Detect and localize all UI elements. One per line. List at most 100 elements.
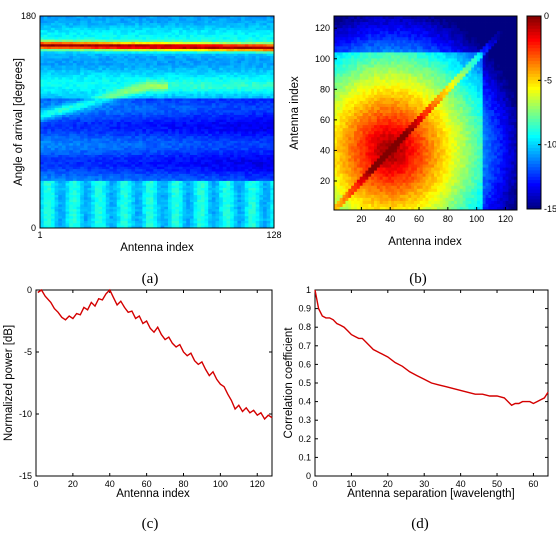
panel-a-heatmap-cell <box>186 112 191 116</box>
panel-a-heatmap-cell <box>153 119 158 123</box>
panel-a-heatmap-cell <box>58 107 63 111</box>
panel-a-heatmap-cell <box>222 164 227 168</box>
panel-a-heatmap-cell <box>40 178 45 182</box>
panel-a-heatmap-cell <box>164 98 169 102</box>
panel-a-heatmap-cell <box>43 180 48 184</box>
panel-a-heatmap-cell <box>149 63 154 66</box>
panel-a-heatmap-cell <box>204 169 209 172</box>
panel-a-heatmap-cell <box>76 126 81 130</box>
panel-a-heatmap-cell <box>76 173 81 177</box>
panel-a-heatmap-cell <box>193 96 198 99</box>
panel-a-heatmap-cell <box>167 86 173 90</box>
panel-a-heatmap-cell <box>61 206 66 210</box>
panel-a-heatmap-cell <box>69 41 74 45</box>
panel-a-heatmap-cell <box>113 89 118 92</box>
panel-a-heatmap-cell <box>138 176 143 179</box>
panel-a-heatmap-cell <box>124 197 129 201</box>
panel-a-heatmap-cell <box>149 216 154 219</box>
panel-a-heatmap-cell <box>160 112 165 116</box>
panel-a-heatmap-cell <box>142 164 147 168</box>
panel-a-heatmap-cell <box>135 197 140 201</box>
panel-a-heatmap-cell <box>61 81 66 85</box>
panel-a-heatmap-cell <box>219 199 224 203</box>
panel-a-heatmap-cell <box>233 187 238 191</box>
panel-a-heatmap-cell <box>138 72 143 76</box>
panel-a-heatmap-cell <box>186 145 191 149</box>
panel-a-heatmap-cell <box>219 119 224 123</box>
panel-a-heatmap-cell <box>76 20 81 24</box>
panel-a-heatmap-cell <box>113 211 118 215</box>
panel-a-heatmap-cell <box>120 84 125 88</box>
panel-a-heatmap-cell <box>204 171 209 175</box>
panel-a-heatmap-cell <box>222 202 227 205</box>
panel-a-heatmap-cell <box>91 126 96 130</box>
panel-a-heatmap-cell <box>230 58 235 62</box>
panel-a-heatmap-cell <box>208 74 213 78</box>
panel-a-heatmap-cell <box>80 96 85 99</box>
panel-a-heatmap-cell <box>189 133 194 137</box>
panel-a-heatmap-cell <box>193 20 198 24</box>
panel-a-heatmap-cell <box>157 112 162 116</box>
panel-a-heatmap-cell <box>105 110 110 113</box>
panel-a-heatmap-cell <box>178 176 183 179</box>
panel-a-heatmap-cell <box>142 91 147 95</box>
panel-a-heatmap-cell <box>164 46 169 50</box>
panel-a-heatmap-cell <box>226 74 231 78</box>
panel-a-heatmap-cell <box>186 152 191 156</box>
panel-a-heatmap-cell <box>54 100 59 104</box>
panel-a-heatmap-cell <box>127 218 132 222</box>
panel-a-heatmap-cell <box>175 152 180 156</box>
panel-a-heatmap-cell <box>76 91 81 95</box>
panel-a-heatmap-cell <box>80 41 85 45</box>
panel-a-heatmap-cell <box>208 131 213 135</box>
panel-a-heatmap-cell <box>204 197 209 201</box>
panel-a-heatmap-cell <box>171 89 176 92</box>
panel-a-heatmap-cell <box>131 74 136 78</box>
panel-a-heatmap-cell <box>43 162 48 165</box>
panel-a-heatmap-cell <box>193 164 198 168</box>
panel-a-heatmap-cell <box>58 72 63 76</box>
panel-a-heatmap-cell <box>47 79 52 83</box>
panel-a-heatmap-cell <box>237 183 242 186</box>
panel-a-heatmap-cell <box>233 140 238 144</box>
panel-a-heatmap-cell <box>127 213 132 217</box>
panel-a-heatmap-cell <box>153 72 158 76</box>
panel-a-heatmap-cell <box>167 180 173 184</box>
panel-a-heatmap-cell <box>135 176 140 179</box>
panel-a-heatmap-cell <box>94 30 99 33</box>
panel-a-heatmap-cell <box>178 107 183 111</box>
panel-a-heatmap-cell <box>237 44 242 48</box>
panel-a-heatmap-cell <box>175 39 180 43</box>
panel-a-heatmap-cell <box>113 140 118 144</box>
panel-a-heatmap-cell <box>167 187 173 191</box>
panel-a-heatmap-cell <box>98 169 103 172</box>
panel-a-heatmap-cell <box>189 114 194 118</box>
panel-a-heatmap-cell <box>47 211 52 215</box>
panel-a-heatmap-cell <box>43 206 48 210</box>
panel-a-heatmap-cell <box>102 152 107 156</box>
panel-a-heatmap-cell <box>102 84 107 88</box>
panel-a-heatmap-cell <box>186 56 191 59</box>
panel-a-heatmap-cell <box>65 89 70 92</box>
panel-a-heatmap-cell <box>94 209 99 212</box>
panel-a-heatmap-cell <box>76 225 81 229</box>
panel-a-heatmap-cell <box>142 25 147 29</box>
panel-a-heatmap-cell <box>102 119 107 123</box>
panel-a-heatmap-cell <box>131 56 136 59</box>
panel-a-heatmap-cell <box>233 164 238 168</box>
panel-a-heatmap-cell <box>219 91 224 95</box>
panel-a-heatmap-cell <box>83 122 88 125</box>
panel-a-heatmap-cell <box>91 206 96 210</box>
panel-a-heatmap-cell <box>65 162 70 165</box>
panel-a-heatmap-cell <box>241 20 246 24</box>
panel-a-heatmap-cell <box>200 27 205 31</box>
panel-a-heatmap-cell <box>175 213 180 217</box>
panel-a-heatmap-cell <box>160 103 165 106</box>
panel-a-heatmap-cell <box>109 136 114 139</box>
panel-a-heatmap-cell <box>215 178 220 182</box>
panel-a-heatmap-cell <box>50 190 56 194</box>
panel-a-heatmap-cell <box>80 169 85 172</box>
panel-a-heatmap-cell <box>142 37 147 40</box>
panel-a-heatmap-cell <box>61 107 66 111</box>
panel-a-heatmap-cell <box>47 112 52 116</box>
